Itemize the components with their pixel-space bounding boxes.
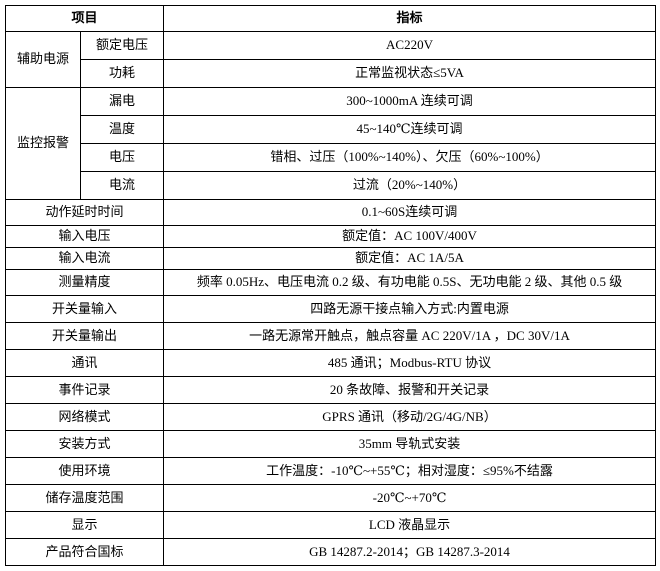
- table-header-row: 项目 指标: [4, 5, 657, 32]
- value-cell: 35mm 导轨式安装: [163, 430, 657, 458]
- table-row: 辅助电源 额定电压 AC220V: [5, 31, 657, 88]
- row-label-cell: 事件记录: [4, 376, 165, 404]
- sub-label-cell: 漏电: [79, 87, 165, 116]
- value-cell: 频率 0.05Hz、电压电流 0.2 级、有功电能 0.5S、无功电能 2 级、…: [163, 269, 657, 296]
- row-label-cell: 输入电流: [4, 247, 165, 270]
- table-row: 测量精度 频率 0.05Hz、电压电流 0.2 级、有功电能 0.5S、无功电能 …: [4, 269, 657, 296]
- table-row: 显示 LCD 液晶显示: [4, 511, 657, 539]
- value-cell: 额定值：AC 100V/400V: [163, 225, 657, 248]
- sub-label-cell: 额定电压: [79, 31, 165, 60]
- table-row: 网络模式 GPRS 通讯（移动/2G/4G/NB）: [4, 403, 657, 431]
- group-label-cell: 辅助电源: [5, 31, 81, 88]
- value-cell: 0.1~60S连续可调: [163, 199, 657, 226]
- row-label-cell: 开关量输出: [4, 322, 165, 350]
- value-cell: 过流（20%~140%）: [163, 171, 657, 200]
- value-cell: 一路无源常开触点，触点容量 AC 220V/1A ，DC 30V/1A: [163, 322, 657, 350]
- value-cell: -20℃~+70℃: [163, 484, 657, 512]
- table-row: 开关量输入 四路无源干接点输入方式:内置电源: [4, 295, 657, 323]
- value-cell: 额定值：AC 1A/5A: [163, 247, 657, 270]
- sub-label-cell: 功耗: [79, 59, 165, 88]
- value-cell: AC220V: [163, 31, 657, 60]
- value-cell: 错相、过压（100%~140%）、欠压（60%~100%）: [163, 143, 657, 172]
- value-cell: GPRS 通讯（移动/2G/4G/NB）: [163, 403, 657, 431]
- value-cell: 20 条故障、报警和开关记录: [163, 376, 657, 404]
- sub-label-cell: 温度: [79, 115, 165, 144]
- table-row: 监控报警 漏电 300~1000mA 连续可调: [5, 87, 657, 200]
- table-row: 电压 错相、过压（100%~140%）、欠压（60%~100%）: [6, 143, 657, 172]
- row-label-cell: 输入电压: [4, 225, 165, 248]
- row-label-cell: 使用环境: [4, 457, 165, 485]
- sub-label-cell: 电压: [79, 143, 165, 172]
- table-row: 开关量输出 一路无源常开触点，触点容量 AC 220V/1A ，DC 30V/1A: [4, 322, 657, 350]
- row-label-cell: 网络模式: [4, 403, 165, 431]
- table-row: 使用环境 工作温度：-10℃~+55℃；相对湿度：≤95%不结露: [4, 457, 657, 485]
- table-row: 产品符合国标 GB 14287.2-2014；GB 14287.3-2014: [4, 538, 657, 566]
- row-label-cell: 储存温度范围: [4, 484, 165, 512]
- table-row: 动作延时时间 0.1~60S连续可调: [4, 199, 657, 226]
- row-label-cell: 通讯: [4, 349, 165, 377]
- value-cell: 四路无源干接点输入方式:内置电源: [163, 295, 657, 323]
- table-row: 输入电压 额定值：AC 100V/400V: [4, 225, 657, 248]
- value-cell: 485 通讯；Modbus-RTU 协议: [163, 349, 657, 377]
- header-cell-item: 项目: [4, 5, 165, 32]
- table-row: 通讯 485 通讯；Modbus-RTU 协议: [4, 349, 657, 377]
- row-label-cell: 显示: [4, 511, 165, 539]
- sub-label-cell: 电流: [79, 171, 165, 200]
- value-cell: GB 14287.2-2014；GB 14287.3-2014: [163, 538, 657, 566]
- table-row: 温度 45~140℃连续可调: [6, 115, 657, 144]
- value-cell: 45~140℃连续可调: [163, 115, 657, 144]
- table-row: 输入电流 额定值：AC 1A/5A: [4, 247, 657, 270]
- row-label-cell: 安装方式: [4, 430, 165, 458]
- header-cell-spec: 指标: [163, 5, 657, 32]
- table-body: 项目 指标 辅助电源 额定电压 AC220V 功耗 正常监视状态≤5VA 监控报警 漏电 300~…: [4, 5, 657, 566]
- row-label-cell: 开关量输入: [4, 295, 165, 323]
- table-row: 事件记录 20 条故障、报警和开关记录: [4, 376, 657, 404]
- table-row: 电流 过流（20%~140%）: [6, 171, 657, 200]
- spec-table-container: 项目 指标 辅助电源 额定电压 AC220V 功耗 正常监视状态≤5VA 监控报警 漏电 300~…: [4, 5, 657, 566]
- value-cell: LCD 液晶显示: [163, 511, 657, 539]
- row-label-cell: 动作延时时间: [4, 199, 165, 226]
- table-row: 储存温度范围 -20℃~+70℃: [4, 484, 657, 512]
- row-label-cell: 测量精度: [4, 269, 165, 296]
- value-cell: 正常监视状态≤5VA: [163, 59, 657, 88]
- table-row: 安装方式 35mm 导轨式安装: [4, 430, 657, 458]
- group-label-cell: 监控报警: [5, 87, 81, 200]
- value-cell: 300~1000mA 连续可调: [163, 87, 657, 116]
- specification-table: 项目 指标 辅助电源 额定电压 AC220V 功耗 正常监视状态≤5VA 监控报警 漏电 300~…: [4, 5, 657, 566]
- value-cell: 工作温度：-10℃~+55℃；相对湿度：≤95%不结露: [163, 457, 657, 485]
- table-row: 功耗 正常监视状态≤5VA: [6, 59, 657, 88]
- row-label-cell: 产品符合国标: [4, 538, 165, 566]
